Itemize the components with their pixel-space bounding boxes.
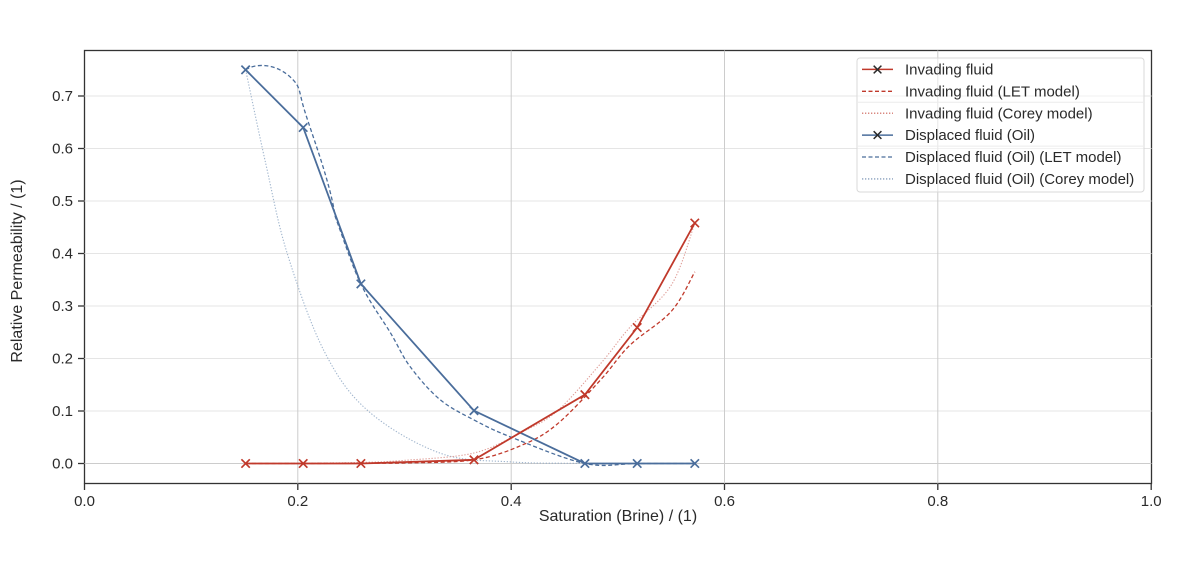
svg-text:✕: ✕: [871, 62, 884, 79]
svg-text:Displaced fluid (Oil): Displaced fluid (Oil): [905, 127, 1035, 144]
svg-text:Displaced fluid (Oil) (Corey m: Displaced fluid (Oil) (Corey model): [905, 171, 1134, 188]
svg-text:0.3: 0.3: [52, 298, 73, 315]
svg-text:0.1: 0.1: [52, 403, 73, 420]
svg-text:0.4: 0.4: [52, 246, 73, 263]
svg-text:0.6: 0.6: [714, 493, 735, 510]
svg-text:0.0: 0.0: [52, 456, 73, 473]
svg-text:0.2: 0.2: [52, 351, 73, 368]
svg-text:0.6: 0.6: [52, 141, 73, 158]
svg-text:Invading fluid (LET model): Invading fluid (LET model): [905, 83, 1080, 100]
svg-text:0.2: 0.2: [287, 493, 308, 510]
svg-text:Relative Permeability / (1): Relative Permeability / (1): [9, 179, 26, 362]
svg-text:0.4: 0.4: [501, 493, 522, 510]
svg-text:Invading fluid: Invading fluid: [905, 62, 993, 79]
svg-text:0.5: 0.5: [52, 193, 73, 210]
svg-text:Invading fluid (Corey model): Invading fluid (Corey model): [905, 105, 1093, 122]
svg-text:Displaced fluid (Oil) (LET mod: Displaced fluid (Oil) (LET model): [905, 149, 1121, 166]
svg-text:1.0: 1.0: [1141, 493, 1162, 510]
svg-text:0.7: 0.7: [52, 88, 73, 105]
svg-text:Saturation (Brine) / (1): Saturation (Brine) / (1): [539, 508, 697, 525]
svg-text:0.0: 0.0: [74, 493, 95, 510]
svg-text:✕: ✕: [871, 128, 884, 145]
svg-text:0.8: 0.8: [927, 493, 948, 510]
